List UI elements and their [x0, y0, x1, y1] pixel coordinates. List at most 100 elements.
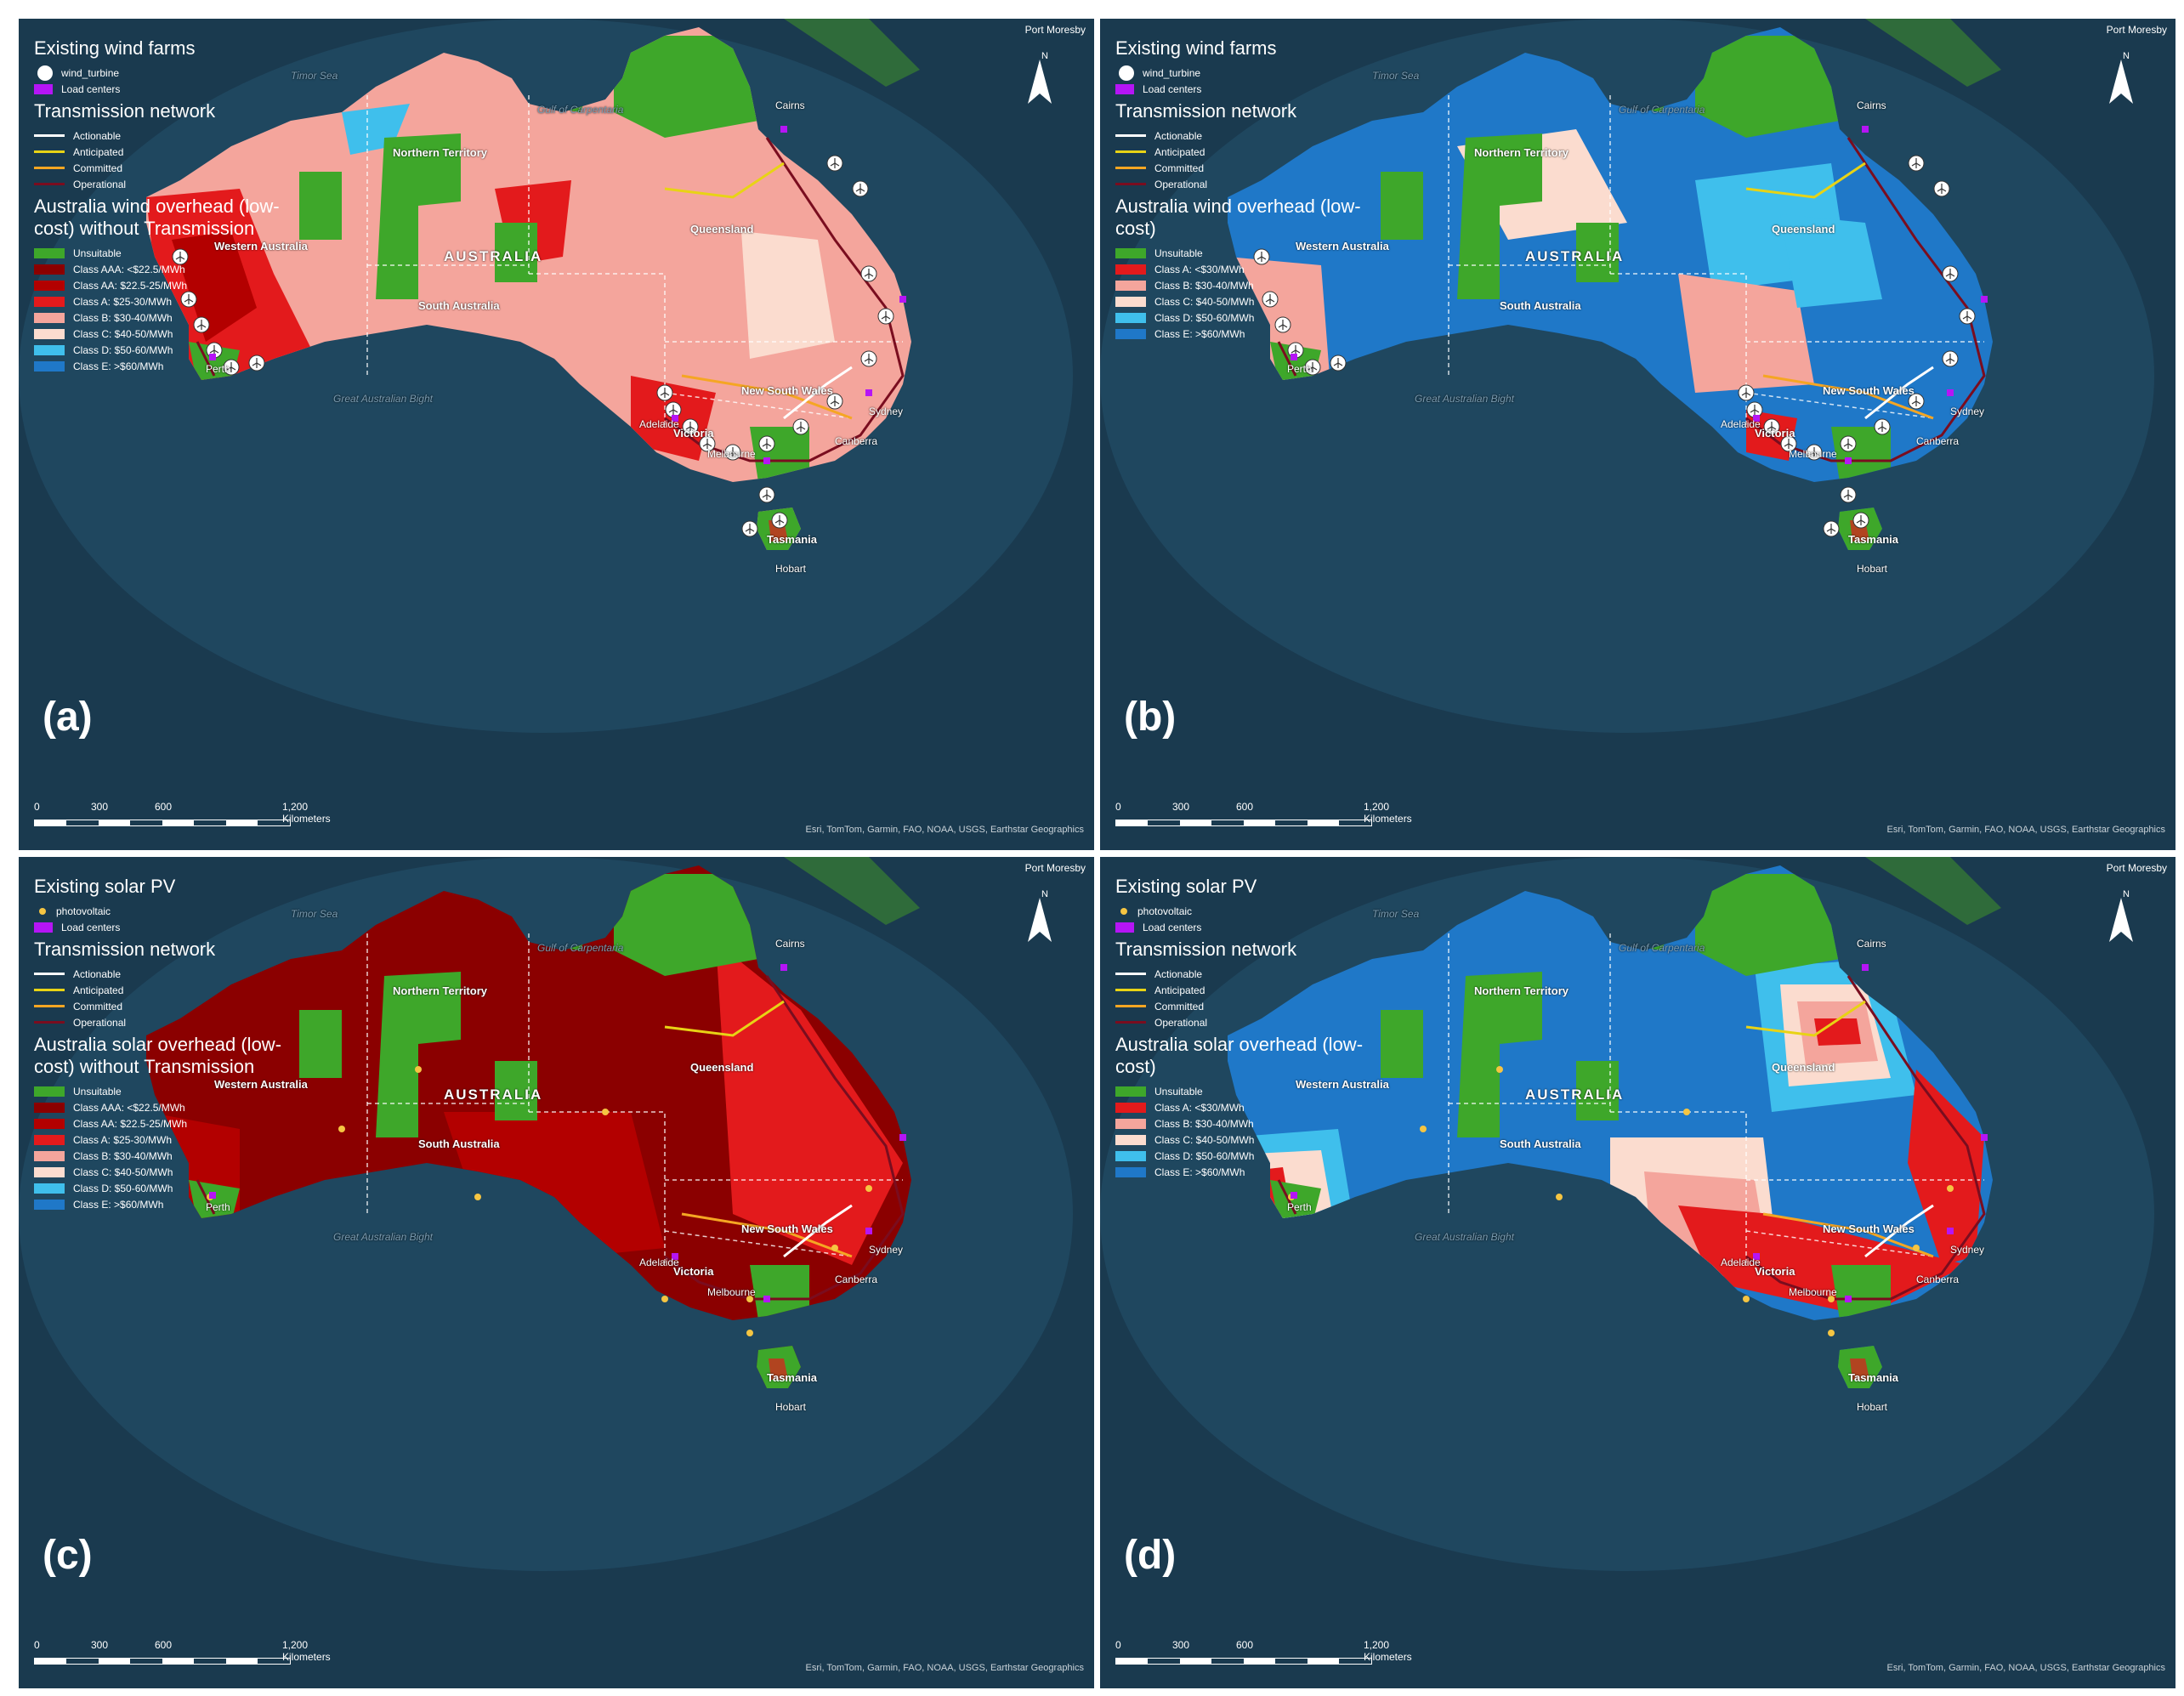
- facility-legend-label: wind_turbine: [61, 66, 120, 79]
- class-legend-item: Class AA: $22.5-25/MWh: [34, 277, 289, 293]
- wind-turbine-icon: [1330, 355, 1347, 372]
- map-canvas: [1100, 19, 2175, 850]
- north-label: N: [1041, 51, 1048, 61]
- facility-legend-label: wind_turbine: [1143, 66, 1201, 79]
- class-legend-label: Class C: $40-50/MWh: [73, 327, 173, 340]
- country-label: AUSTRALIA: [1525, 1086, 1625, 1103]
- photovoltaic-site: [1496, 1066, 1503, 1073]
- class-legend-item: Class E: >$60/MWh: [1115, 326, 1370, 342]
- sea-label: Timor Sea: [291, 70, 338, 82]
- wind-turbine-icon: [172, 248, 189, 265]
- class-legend-label: Class AAA: <$22.5/MWh: [73, 263, 185, 275]
- unsuitable-region: [1576, 223, 1619, 282]
- panel-label: (b): [1124, 695, 1177, 740]
- wind-turbine-icon: [1806, 444, 1823, 461]
- unsuitable-region: [1457, 133, 1542, 299]
- wind-turbine-icon: [1304, 359, 1321, 376]
- wind-turbine-icon: [792, 418, 809, 435]
- photovoltaic-site: [1947, 1185, 1954, 1192]
- transmission-line-anticipated: [664, 1000, 785, 1037]
- unsuitable-region: [1831, 1265, 1891, 1320]
- panel-label: (d): [1124, 1533, 1177, 1578]
- map-legend: Existing solar PV photovoltaic Load center…: [1115, 876, 1370, 1180]
- overhead-legend-title: Australia solar overhead (low-cost) with…: [34, 1034, 282, 1077]
- photovoltaic-site: [338, 1126, 345, 1132]
- load-center-legend-item: Load centers: [34, 81, 289, 97]
- class-legend-label: Class A: $25-30/MWh: [73, 295, 173, 308]
- scale-tick-label: 600: [1236, 1639, 1254, 1651]
- class-swatch: [1115, 1134, 1146, 1145]
- scale-bar-graphic: [1115, 820, 1372, 826]
- city-label: Perth: [1287, 1201, 1312, 1213]
- country-label: AUSTRALIA: [1525, 248, 1625, 264]
- state-label: Victoria: [673, 1265, 714, 1278]
- scale-bar: 0 300 600 1,200 Kilometers: [34, 801, 391, 835]
- sea-label: Gulf of Carpentaria: [537, 104, 624, 116]
- class-legend-item: Class D: $50-60/MWh: [34, 1180, 289, 1196]
- class-swatch: [34, 312, 65, 323]
- north-arrow-icon: [2109, 60, 2133, 104]
- sea-label: Gulf of Carpentaria: [1619, 942, 1705, 954]
- scale-tick-label: 0: [1115, 801, 1121, 813]
- transmission-legend-label: Operational: [1154, 1016, 1208, 1029]
- north-label: N: [1041, 889, 1048, 899]
- scale-tick-label: 600: [1236, 801, 1254, 813]
- class-swatch: [34, 360, 65, 372]
- north-arrow-icon: [2109, 898, 2133, 942]
- class-legend-item: Unsuitable: [1115, 245, 1370, 261]
- load-center-marker: [1753, 1253, 1760, 1260]
- wind-turbine-icon: [826, 155, 843, 172]
- facilities-legend-title: Existing solar PV: [1115, 876, 1257, 897]
- class-swatch: [34, 296, 65, 307]
- load-center-marker: [1981, 1134, 1988, 1141]
- sea-label: Gulf of Carpentaria: [1619, 104, 1705, 116]
- city-label: Canberra: [835, 1273, 878, 1285]
- state-border: [664, 392, 853, 419]
- transmission-line-actionable: [1864, 366, 1934, 420]
- class-legend-label: Class E: >$60/MWh: [1154, 1166, 1245, 1178]
- class-legend-item: Class AAA: <$22.5/MWh: [34, 1099, 289, 1115]
- wind-turbine-icon: [1262, 291, 1279, 308]
- sea-label: Great Australian Bight: [1415, 1231, 1514, 1243]
- city-label: Hobart: [1857, 1401, 1888, 1413]
- wind-turbine-icon: [1874, 418, 1891, 435]
- load-center-marker: [209, 1192, 216, 1199]
- city-label: Hobart: [775, 1401, 807, 1413]
- wind-turbine-icon: [1942, 350, 1959, 367]
- transmission-legend-label: Operational: [73, 1016, 127, 1029]
- city-label: Adelaide: [639, 418, 679, 430]
- state-label: New South Wales: [741, 1222, 833, 1235]
- transmission-legend-title: Transmission network: [34, 939, 216, 960]
- load-center-marker: [1981, 296, 1988, 303]
- load-center-legend-label: Load centers: [1143, 921, 1202, 933]
- transmission-legend-item: Anticipated: [1115, 982, 1370, 998]
- load-center-marker: [672, 1253, 678, 1260]
- map-legend: Existing wind farms wind_turbine Load cent…: [34, 37, 289, 374]
- class-legend-label: Class C: $40-50/MWh: [73, 1166, 173, 1178]
- class-legend-label: Class E: >$60/MWh: [73, 1198, 164, 1211]
- overhead-legend-title: Australia wind overhead (low-cost): [1115, 196, 1361, 239]
- state-label: Tasmania: [767, 533, 818, 546]
- class-legend-item: Class AA: $22.5-25/MWh: [34, 1115, 289, 1132]
- load-center-swatch: [34, 922, 53, 933]
- transmission-legend-label: Actionable: [1154, 129, 1203, 142]
- scale-tick-label: 0: [34, 1639, 40, 1651]
- north-arrow-icon: [1028, 898, 1052, 942]
- load-center-marker: [763, 1296, 770, 1302]
- class-legend-item: Unsuitable: [34, 1083, 289, 1099]
- class-swatch: [34, 264, 65, 275]
- unsuitable-region: [614, 36, 758, 138]
- map-panel-d: Western Australia Northern Territory South…: [1100, 857, 2175, 1688]
- wind-turbine-icon: [1763, 418, 1780, 435]
- sea-label: Great Australian Bight: [333, 1231, 433, 1243]
- transmission-legend-item: Committed: [34, 160, 289, 176]
- sea-label: Timor Sea: [291, 908, 338, 920]
- transmission-legend-item: Actionable: [34, 966, 289, 982]
- class-legend-label: Class A: <$30/MWh: [1154, 263, 1245, 275]
- tasmania-class-region: [769, 1359, 788, 1380]
- load-center-marker: [672, 415, 678, 422]
- map-canvas: [19, 857, 1094, 1688]
- map-legend: Existing wind farms wind_turbine Load cent…: [1115, 37, 1370, 342]
- scale-tick-label: 300: [91, 801, 109, 813]
- transmission-legend-item: Operational: [34, 1014, 289, 1030]
